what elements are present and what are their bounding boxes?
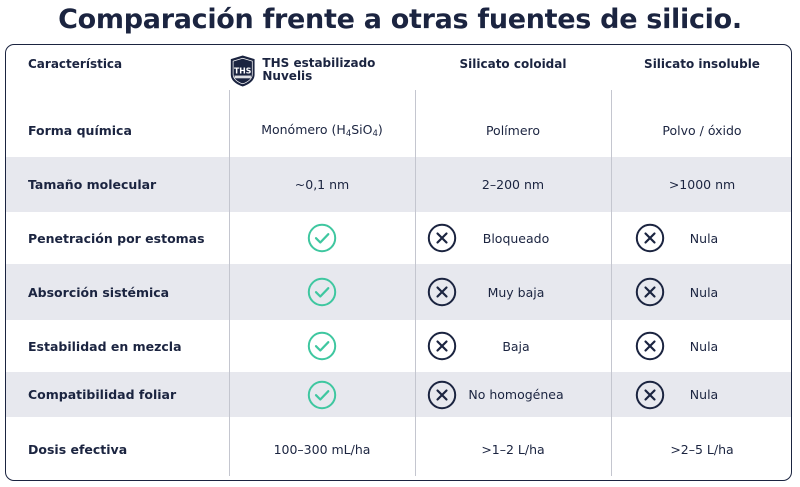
cross-icon (635, 331, 665, 361)
cross-icon (427, 277, 457, 307)
table-row: Tamaño molecular ~0,1 nm 2–200 nm >1000 … (6, 157, 791, 212)
row-insoluble-value: >1000 nm (668, 177, 736, 192)
cross-icon (635, 223, 665, 253)
header-insoluble: Silicato insoluble (644, 57, 760, 71)
row-insoluble-value: Nula (689, 230, 719, 246)
row-insoluble-value: Nula (689, 387, 719, 402)
row-feature: Absorción sistémica (28, 284, 170, 300)
table-row: Penetración por estomas Bloqueado Nula (6, 212, 791, 264)
row-ths-value: ~0,1 nm (294, 177, 350, 192)
column-divider (415, 90, 416, 476)
cross-icon (427, 223, 457, 253)
table-row: Forma química Monómero (H4SiO4) Polímero… (6, 103, 791, 157)
comparison-table: Característica THS THS estabilizado Nuve… (5, 44, 792, 481)
row-colloidal-value: Baja (502, 338, 530, 354)
row-insoluble-value: >2–5 L/ha (670, 442, 734, 457)
row-colloidal-value: No homogénea (468, 387, 564, 402)
table-row: Compatibilidad foliar No homogénea Nula (6, 372, 791, 417)
ths-logo-icon: THS (230, 55, 255, 87)
row-colloidal-value: Bloqueado (482, 230, 550, 246)
row-feature: Compatibilidad foliar (28, 387, 177, 402)
row-colloidal-value: Muy baja (487, 284, 545, 300)
row-colloidal-value: 2–200 nm (481, 177, 545, 192)
cross-icon (635, 277, 665, 307)
check-icon (307, 380, 337, 409)
cross-icon (427, 331, 457, 361)
column-divider (229, 90, 230, 476)
row-insoluble-value: Nula (689, 284, 719, 300)
header-ths: THS THS estabilizado Nuvelis (229, 45, 415, 103)
header-feature: Característica (28, 57, 123, 71)
logo-text: THS (234, 67, 252, 76)
table-row: Absorción sistémica Muy baja Nula (6, 264, 791, 320)
row-ths-value: 100–300 mL/ha (273, 442, 371, 457)
table-row: Estabilidad en mezcla Baja Nula (6, 320, 791, 372)
row-insoluble-value: Polvo / óxido (662, 122, 742, 138)
column-divider (611, 90, 612, 476)
table-row: Dosis efectiva 100–300 mL/ha >1–2 L/ha >… (6, 417, 791, 480)
row-feature: Penetración por estomas (28, 230, 205, 246)
cross-icon (427, 380, 457, 409)
page-title: Comparación frente a otras fuentes de si… (58, 4, 742, 35)
cross-icon (635, 380, 665, 409)
row-ths-value: Monómero (H4SiO4) (261, 121, 383, 139)
row-feature: Tamaño molecular (28, 177, 157, 192)
row-colloidal-value: Polímero (485, 122, 541, 138)
header-ths-label: THS estabilizado Nuvelis (262, 56, 376, 83)
check-icon (307, 331, 337, 361)
row-feature: Forma química (28, 122, 132, 138)
header-colloidal: Silicato coloidal (459, 57, 567, 71)
row-insoluble-value: Nula (689, 338, 719, 354)
check-icon (307, 223, 337, 253)
row-feature: Dosis efectiva (28, 442, 128, 457)
row-colloidal-value: >1–2 L/ha (481, 442, 545, 457)
check-icon (307, 277, 337, 307)
row-feature: Estabilidad en mezcla (28, 338, 182, 354)
table-header-row: Característica THS THS estabilizado Nuve… (6, 45, 791, 103)
